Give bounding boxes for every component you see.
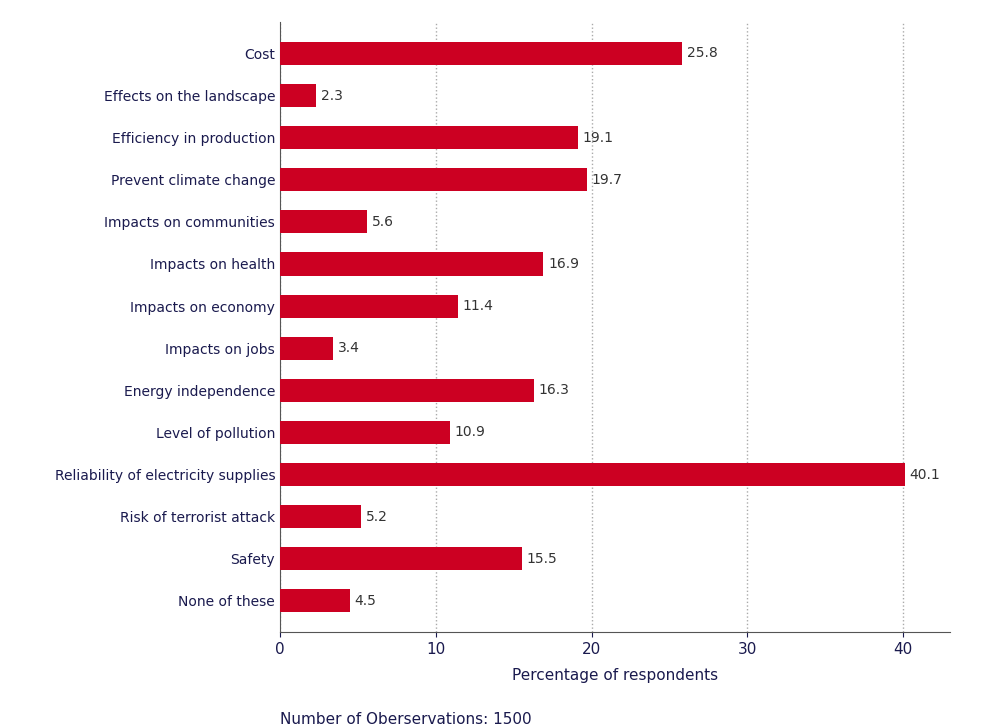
Bar: [280, 210, 367, 233]
Bar: [280, 168, 587, 191]
Text: 19.7: 19.7: [592, 173, 623, 187]
Bar: [280, 590, 350, 612]
Text: 3.4: 3.4: [338, 341, 360, 356]
Text: Number of Oberservations: 1500: Number of Oberservations: 1500: [280, 712, 532, 727]
Bar: [280, 463, 905, 486]
Bar: [280, 421, 450, 444]
Text: 11.4: 11.4: [462, 299, 493, 313]
Bar: [280, 337, 333, 360]
X-axis label: Percentage of respondents: Percentage of respondents: [512, 668, 718, 683]
Bar: [280, 505, 361, 529]
Text: 15.5: 15.5: [526, 552, 557, 566]
Text: 16.9: 16.9: [548, 257, 579, 271]
Text: 4.5: 4.5: [355, 594, 377, 608]
Text: 19.1: 19.1: [582, 131, 613, 145]
Bar: [280, 547, 522, 571]
Bar: [280, 126, 578, 149]
Text: 40.1: 40.1: [909, 467, 940, 481]
Text: 25.8: 25.8: [687, 47, 717, 60]
Text: 2.3: 2.3: [321, 89, 342, 103]
Bar: [280, 84, 316, 107]
Bar: [280, 294, 458, 318]
Bar: [280, 42, 682, 65]
Bar: [280, 379, 534, 402]
Text: 5.2: 5.2: [366, 510, 388, 523]
Text: 10.9: 10.9: [455, 425, 485, 439]
Text: 5.6: 5.6: [372, 215, 394, 229]
Text: 16.3: 16.3: [539, 383, 570, 398]
Bar: [280, 252, 543, 276]
